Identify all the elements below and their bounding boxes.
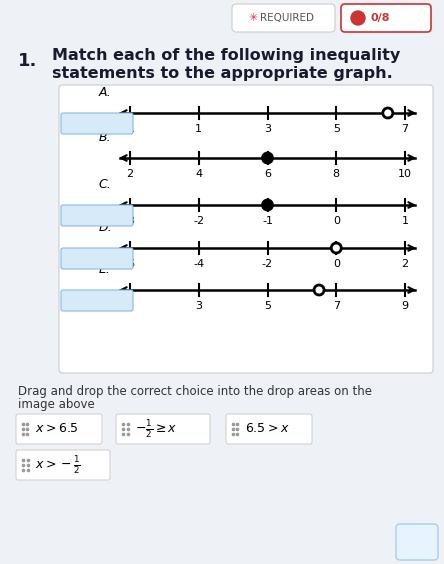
Text: -2: -2 <box>262 259 273 269</box>
Text: statements to the appropriate graph.: statements to the appropriate graph. <box>52 66 393 81</box>
FancyBboxPatch shape <box>59 85 433 373</box>
Text: 7: 7 <box>401 124 408 134</box>
Text: ▭: ▭ <box>410 535 424 549</box>
Text: 3: 3 <box>264 124 271 134</box>
Text: D.: D. <box>98 221 112 234</box>
Text: $6.5 > x$: $6.5 > x$ <box>245 422 290 435</box>
Text: 3: 3 <box>195 301 202 311</box>
Text: -1: -1 <box>262 216 273 226</box>
Text: image above: image above <box>18 398 95 411</box>
Text: B.: B. <box>99 131 111 144</box>
FancyBboxPatch shape <box>16 414 102 444</box>
Text: -6: -6 <box>124 259 135 269</box>
Circle shape <box>262 200 273 210</box>
Text: 9: 9 <box>401 301 408 311</box>
Text: Drop Area: Drop Area <box>67 210 127 221</box>
FancyBboxPatch shape <box>341 4 431 32</box>
Text: ✕: ✕ <box>354 14 362 23</box>
FancyBboxPatch shape <box>226 414 312 444</box>
Text: -3: -3 <box>124 216 135 226</box>
Text: E.: E. <box>99 263 111 276</box>
Text: 0: 0 <box>333 216 340 226</box>
Text: 8: 8 <box>333 169 340 179</box>
Text: REQUIRED: REQUIRED <box>260 13 314 23</box>
Text: 5: 5 <box>333 124 340 134</box>
Text: Drop Area: Drop Area <box>67 296 127 306</box>
Text: Match each of the following inequality: Match each of the following inequality <box>52 48 400 63</box>
Text: 2: 2 <box>127 169 134 179</box>
Text: -1: -1 <box>124 124 135 134</box>
FancyBboxPatch shape <box>61 248 133 269</box>
FancyBboxPatch shape <box>16 450 110 480</box>
Text: $-\frac{1}{2} \geq x$: $-\frac{1}{2} \geq x$ <box>135 418 178 440</box>
Text: 1.: 1. <box>18 52 37 70</box>
Circle shape <box>314 285 324 295</box>
Text: C.: C. <box>99 178 111 191</box>
Text: Drop Area: Drop Area <box>67 253 127 263</box>
Text: 1: 1 <box>127 301 134 311</box>
Text: 4: 4 <box>195 169 202 179</box>
Text: -4: -4 <box>193 259 204 269</box>
Text: $x > 6.5$: $x > 6.5$ <box>35 422 79 435</box>
Text: 7: 7 <box>333 301 340 311</box>
Text: 6: 6 <box>264 169 271 179</box>
Circle shape <box>351 11 365 25</box>
Text: -2: -2 <box>193 216 204 226</box>
Circle shape <box>262 153 273 163</box>
FancyBboxPatch shape <box>61 290 133 311</box>
Text: 0: 0 <box>333 259 340 269</box>
Text: Drag and drop the correct choice into the drop areas on the: Drag and drop the correct choice into th… <box>18 385 372 398</box>
Text: 5: 5 <box>264 301 271 311</box>
FancyBboxPatch shape <box>232 4 335 32</box>
FancyBboxPatch shape <box>61 205 133 226</box>
Text: 1: 1 <box>195 124 202 134</box>
Text: $x > -\frac{1}{2}$: $x > -\frac{1}{2}$ <box>35 454 81 476</box>
Text: 10: 10 <box>398 169 412 179</box>
Text: Drop Area: Drop Area <box>67 118 127 129</box>
FancyBboxPatch shape <box>116 414 210 444</box>
Text: 0/8: 0/8 <box>370 13 389 23</box>
Text: 1: 1 <box>401 216 408 226</box>
Text: A.: A. <box>99 86 111 99</box>
Text: ✳: ✳ <box>248 13 258 23</box>
Text: 2: 2 <box>401 259 408 269</box>
Circle shape <box>331 243 341 253</box>
FancyBboxPatch shape <box>396 524 438 560</box>
FancyBboxPatch shape <box>61 113 133 134</box>
Circle shape <box>383 108 393 118</box>
